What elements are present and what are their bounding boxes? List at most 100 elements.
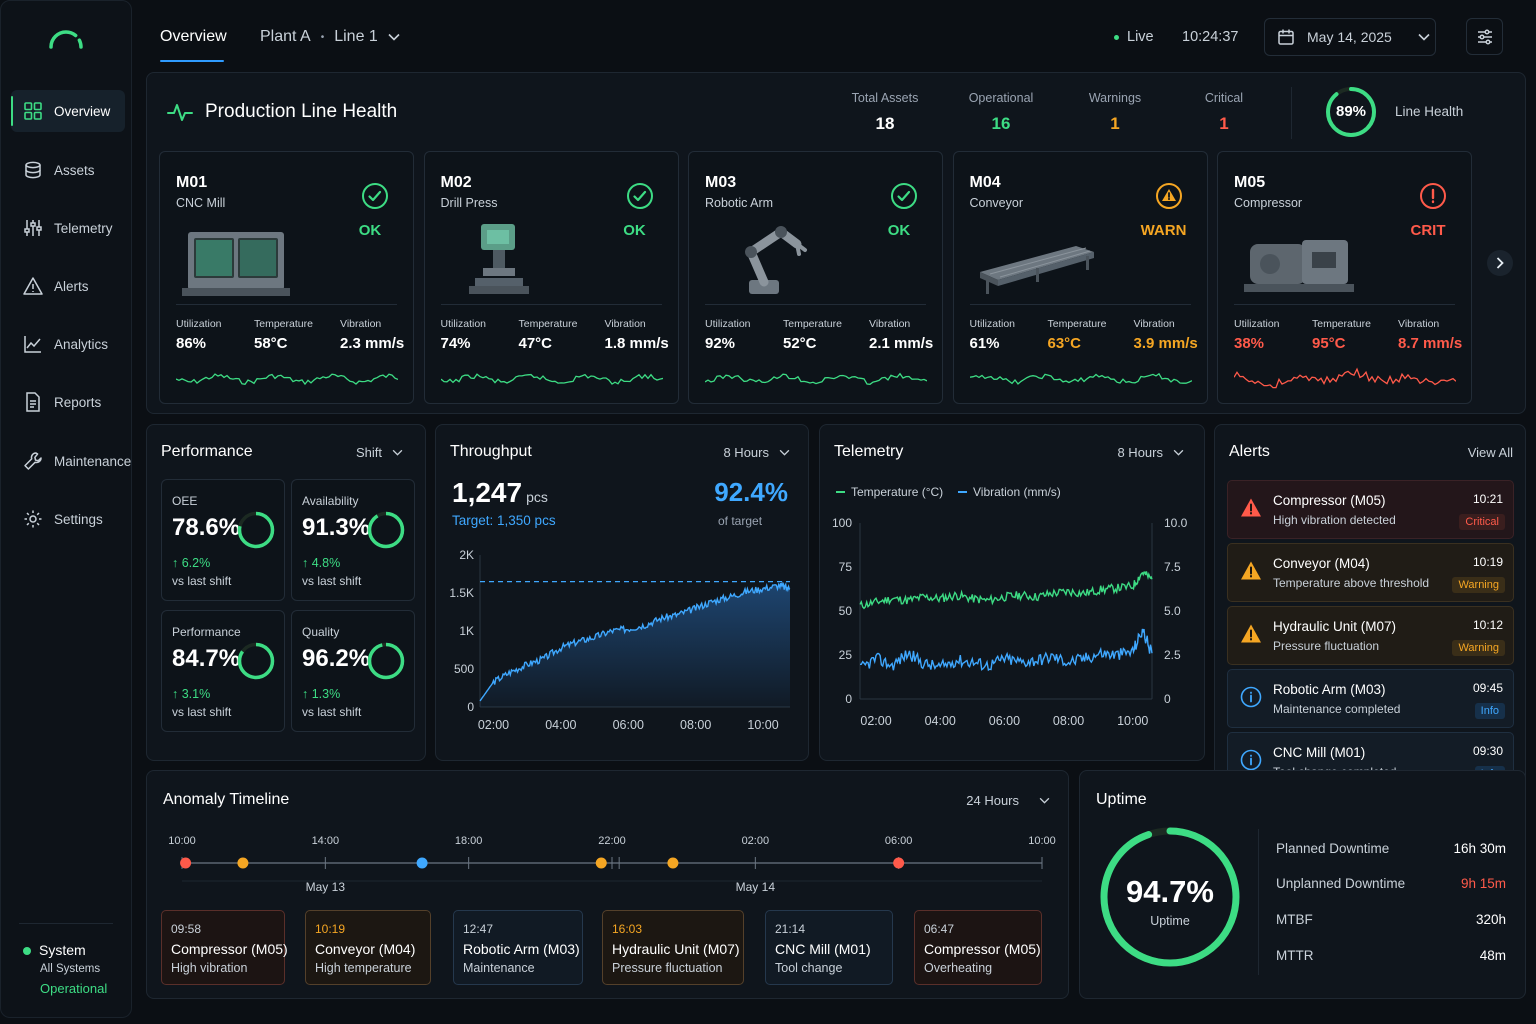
warning-circle-icon [1155, 183, 1182, 209]
filter-settings-button[interactable] [1466, 18, 1503, 55]
machine-status: OK [887, 222, 911, 239]
selector-label: 24 Hours [966, 793, 1019, 808]
chevron-down-icon [1039, 797, 1050, 804]
anomaly-timeline-axis: 10:00 14:00 18:00 22:00 02:00 06:00 10:00 May 1… [168, 835, 1056, 894]
kpi-oee[interactable]: OEE 78.6% ↑ 6.2% vs last shift [161, 479, 285, 601]
series-line-temperature [859, 571, 1153, 610]
sidebar-item-telemetry[interactable]: Telemetry [11, 207, 125, 249]
sidebar-item-label: Reports [54, 394, 102, 410]
system-title: System [39, 942, 86, 958]
kpi-performance[interactable]: Performance 84.7% ↑ 3.1% vs last shift [161, 610, 285, 732]
machine-image [468, 224, 529, 294]
event-time: 16:03 [612, 922, 643, 936]
alert-item[interactable]: Conveyor (M04) Temperature above threshol… [1227, 543, 1514, 602]
anomaly-event-card[interactable]: 16:03 Hydraulic Unit (M07) Pressure fluctu… [602, 910, 744, 985]
timeline-marker-critical[interactable] [893, 857, 905, 869]
tab-overview[interactable]: Overview [160, 28, 227, 45]
x-tick-label: 04:00 [925, 714, 956, 728]
panel-title: Production Line Health [167, 101, 397, 123]
sidebar-item-assets[interactable]: Assets [11, 149, 125, 191]
y-tick-label: 1.5K [449, 586, 474, 600]
shift-selector[interactable]: Shift [356, 445, 403, 460]
alert-badge: Warning [1452, 640, 1505, 656]
date-picker[interactable]: May 14, 2025 [1264, 18, 1436, 56]
kpi-delta: ↑ 1.3% [302, 687, 341, 701]
legend-vibration: Vibration (mm/s) [958, 485, 1061, 499]
sidebar-item-settings[interactable]: Settings [11, 498, 125, 540]
sidebar-item-reports[interactable]: Reports [11, 381, 125, 423]
machine-card-m04[interactable]: M04 Conveyor WARN Utilization 61% Temperature… [952, 151, 1208, 404]
alert-item[interactable]: Hydraulic Unit (M07) Pressure fluctuation… [1227, 606, 1514, 665]
alert-time: 10:12 [1472, 618, 1503, 632]
sidebar-item-maintenance[interactable]: Maintenance [11, 440, 131, 482]
divider [705, 304, 926, 305]
x-tick-label: 02:00 [860, 714, 891, 728]
kpi-ring-arc [367, 511, 405, 549]
telemetry-range-selector[interactable]: 8 Hours [1117, 445, 1184, 460]
machine-name: Robotic Arm [705, 196, 774, 210]
metric-value-vib: 2.1 mm/s [869, 335, 934, 352]
throughput-range-selector[interactable]: 8 Hours [723, 445, 790, 460]
machine-card-m01[interactable]: M01 CNC Mill OK Utilization 86% Temperature 58… [159, 151, 414, 404]
kpi-ring-arc [367, 642, 405, 680]
anomaly-event-card[interactable]: 09:58 Compressor (M05) High vibration [161, 910, 288, 985]
line-health-label: Line Health [1395, 104, 1464, 119]
kpi-quality[interactable]: Quality 96.2% ↑ 1.3% vs last shift [291, 610, 415, 732]
kpi-sub: vs last shift [172, 705, 232, 719]
timeline-marker-info[interactable] [416, 857, 428, 869]
line-health-ring [1326, 87, 1376, 137]
alert-item[interactable]: Compressor (M05) High vibration detected 1… [1227, 480, 1514, 539]
kpi-availability[interactable]: Availability 91.3% ↑ 4.8% vs last shift [291, 479, 415, 601]
machine-card-m02[interactable]: M02 Drill Press OK Utilization 74% Temperatur… [423, 151, 679, 404]
legend-swatch [958, 491, 967, 493]
stat-value: 1 [1110, 114, 1120, 133]
kpi-label: OEE [172, 494, 198, 508]
timeline-tick-label: 18:00 [455, 835, 483, 847]
y-tick-label: 500 [454, 662, 474, 676]
throughput-area [480, 583, 790, 707]
kpi-value: 78.6% [172, 514, 241, 541]
view-all-link[interactable]: View All [1467, 445, 1513, 460]
kpi-ring [367, 511, 405, 549]
event-subtitle: Maintenance [463, 961, 535, 975]
pulse-icon [167, 104, 193, 121]
alerts-panel: Alerts View All Compressor (M05) High vib… [1214, 424, 1526, 801]
sidebar-item-alerts[interactable]: Alerts [11, 265, 125, 307]
anomaly-event-card[interactable]: 06:47 Compressor (M05) Overheating [914, 910, 1042, 985]
row-value: 48m [1479, 948, 1506, 963]
warning-icon [23, 277, 43, 295]
event-title: Conveyor (M04) [315, 941, 416, 957]
metric-label: Vibration [869, 318, 911, 330]
timeline-marker-critical[interactable] [180, 857, 192, 869]
metric-value-util: 86% [176, 335, 207, 352]
check-circle-icon [362, 183, 388, 209]
y-left-tick-label: 100 [832, 516, 852, 530]
machine-card-m03[interactable]: M03 Robotic Arm OK Utilization 92% Temperatur… [688, 151, 943, 404]
alert-item[interactable]: Robotic Arm (M03) Maintenance completed 09… [1227, 669, 1514, 728]
anomaly-event-card[interactable]: 21:14 CNC Mill (M01) Tool change [765, 910, 893, 985]
alert-badge: Warning [1452, 577, 1505, 593]
timeline-marker-warning[interactable] [237, 857, 249, 869]
y-right-tick-label: 7.5 [1164, 560, 1181, 574]
anomaly-event-card[interactable]: 10:19 Conveyor (M04) High temperature [305, 910, 431, 985]
machine-status: WARN [1140, 222, 1187, 239]
timeline-marker-warning[interactable] [595, 857, 607, 869]
sidebar-item-label: Telemetry [54, 220, 113, 236]
sidebar-item-analytics[interactable]: Analytics [11, 323, 125, 365]
alert-title: Robotic Arm (M03) [1273, 682, 1386, 697]
anomaly-event-card[interactable]: 12:47 Robotic Arm (M03) Maintenance [453, 910, 583, 985]
kpi-delta: ↑ 6.2% [172, 556, 211, 570]
stat-critical: Critical 1 [1189, 91, 1259, 134]
machine-id: M03 [705, 174, 737, 191]
anomaly-range-selector[interactable]: 24 Hours [966, 793, 1050, 808]
sidebar-item-overview[interactable]: Overview [11, 90, 125, 132]
logo-arc-icon [49, 30, 83, 49]
timeline-marker-warning[interactable] [667, 857, 679, 869]
next-machines-button[interactable] [1487, 250, 1513, 276]
plant-line-selector[interactable]: Plant A • Line 1 [260, 28, 400, 46]
machine-name: Drill Press [440, 196, 498, 210]
machine-card-m05[interactable]: M05 Compressor CRIT Utilization 38% Temperatu… [1217, 151, 1472, 404]
divider [440, 304, 662, 305]
row-value: 16h 30m [1453, 841, 1506, 856]
stat-value: 16 [991, 114, 1011, 133]
